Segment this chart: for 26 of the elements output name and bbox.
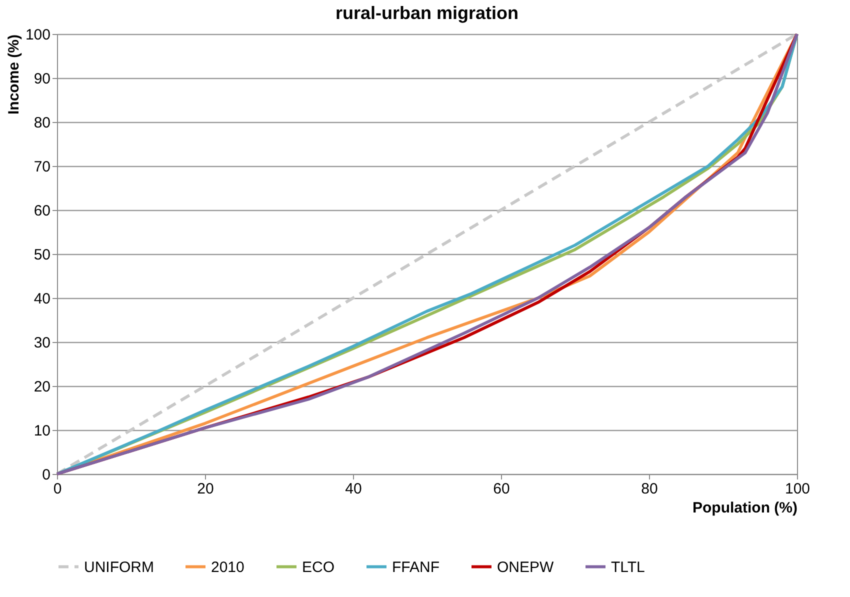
y-tick-label: 100	[25, 26, 50, 44]
y-tick-label: 30	[34, 334, 50, 352]
y-tick-label: 0	[42, 466, 50, 484]
y-tick-label: 60	[34, 202, 50, 220]
x-tick-label: 100	[784, 480, 810, 498]
y-tick-label: 70	[34, 158, 50, 176]
x-tick-label: 40	[345, 480, 362, 498]
legend-label: ECO	[302, 558, 335, 576]
legend-label: ONEPW	[497, 558, 555, 576]
legend-label: 2010	[211, 558, 244, 576]
chart-title: rural-urban migration	[335, 3, 519, 23]
y-axis-title: Income (%)	[5, 34, 22, 115]
x-axis-title: Population (%)	[692, 500, 798, 516]
y-tick-label: 50	[34, 246, 50, 264]
y-tick-label: 80	[34, 114, 50, 132]
y-tick-label: 10	[34, 422, 50, 440]
y-tick-label: 40	[34, 290, 50, 308]
legend-label: TLTL	[611, 558, 645, 576]
x-tick-label: 80	[641, 480, 658, 498]
x-tick-label: 20	[197, 480, 214, 498]
y-tick-label: 20	[34, 378, 50, 396]
legend-label: UNIFORM	[84, 558, 154, 576]
legend-label: FFANF	[392, 558, 440, 576]
y-tick-label: 90	[34, 70, 50, 88]
x-tick-label: 0	[53, 480, 62, 498]
x-tick-label: 60	[493, 480, 510, 498]
